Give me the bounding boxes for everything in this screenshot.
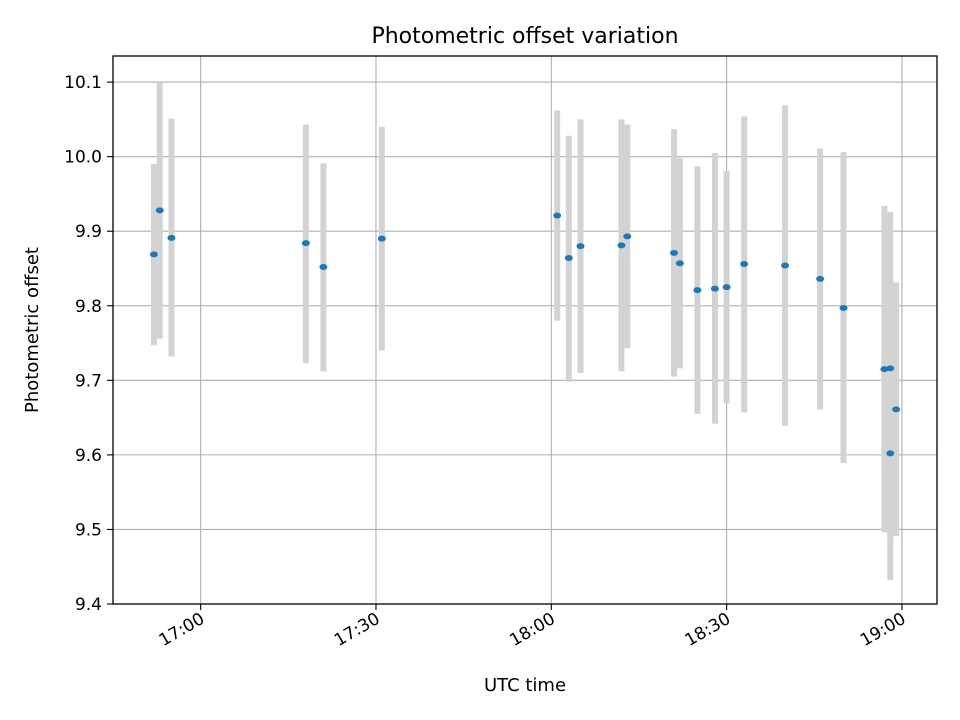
chart-title: Photometric offset variation: [371, 24, 678, 49]
plot-area: [112, 55, 938, 605]
data-point: [617, 242, 626, 249]
data-point: [576, 243, 585, 250]
data-point: [781, 262, 790, 269]
data-point: [553, 212, 562, 219]
data-point: [564, 255, 573, 262]
x-tick-label: 19:00: [857, 609, 909, 651]
x-tick-label: 17:30: [331, 609, 383, 651]
y-tick-label: 9.9: [75, 222, 102, 242]
data-point: [710, 285, 719, 292]
data-point: [816, 275, 825, 282]
data-point: [623, 233, 632, 240]
data-points: [149, 207, 901, 457]
data-point: [693, 287, 702, 294]
data-point: [167, 234, 176, 241]
data-point: [722, 284, 731, 291]
y-tick-label: 10.0: [64, 148, 102, 168]
data-point: [839, 305, 848, 312]
x-axis: 17:00 17:30 18:00 18:30 19:00: [156, 604, 909, 651]
data-point: [675, 260, 684, 267]
x-tick-label: 17:00: [156, 609, 208, 651]
y-tick-label: 10.1: [64, 73, 102, 93]
data-point: [886, 450, 895, 457]
grid: [113, 56, 937, 605]
x-axis-label: UTC time: [484, 675, 566, 696]
y-axis: 9.4 9.5 9.6 9.7 9.8 9.9 10.0 10.1: [64, 73, 113, 615]
y-tick-label: 9.5: [75, 520, 102, 540]
data-point: [377, 235, 386, 242]
data-point: [301, 240, 310, 247]
x-tick-label: 18:30: [682, 609, 734, 651]
y-axis-label: Photometric offset: [22, 247, 43, 413]
data-point: [319, 263, 328, 270]
data-point: [886, 365, 895, 372]
data-point: [892, 406, 901, 413]
y-tick-label: 9.7: [75, 371, 102, 391]
y-tick-label: 9.6: [75, 446, 102, 466]
x-tick-label: 18:00: [506, 609, 558, 651]
data-point: [149, 251, 158, 258]
data-point: [670, 249, 679, 256]
data-point: [740, 261, 749, 268]
y-tick-label: 9.8: [75, 297, 102, 317]
data-point: [155, 207, 164, 214]
y-tick-label: 9.4: [75, 595, 102, 615]
